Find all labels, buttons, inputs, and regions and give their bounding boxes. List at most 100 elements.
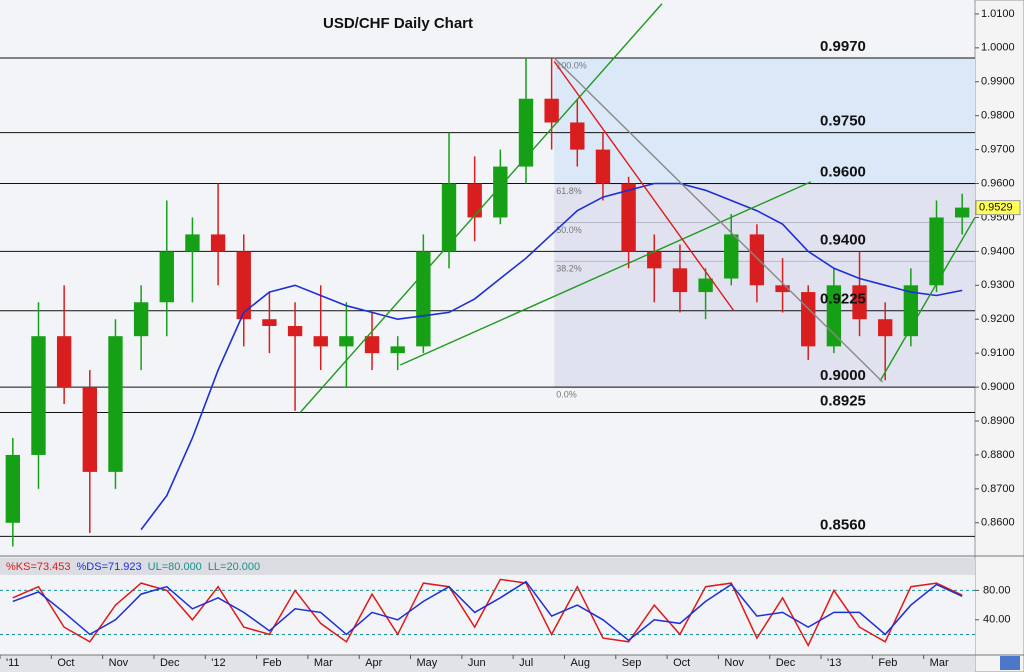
y-tick-label: 0.9400 [981,245,1015,257]
level-label: 0.9750 [820,113,866,130]
candle-body [159,251,174,303]
candle-body [185,234,200,252]
candle-body [518,98,534,167]
trendline [553,57,884,383]
x-tick-label: Feb [878,657,897,669]
x-tick-label: '12 [211,657,225,669]
corner-icon [1000,656,1020,670]
candle-body [570,122,585,150]
y-tick-label: 0.9200 [981,313,1015,325]
candle-body [775,285,790,293]
osc-legend: UL=80.000 [148,561,202,573]
moving-average [140,182,963,531]
y-tick-label: 0.8600 [981,517,1015,529]
y-tick-label: 0.9100 [981,347,1015,359]
x-tick-label: Oct [57,657,74,669]
fib-label: 0.0% [556,389,577,399]
candle-body [339,336,354,347]
candle-body [210,234,226,252]
x-tick-label: Aug [570,657,590,669]
level-label: 0.8560 [820,516,866,533]
x-tick-label: May [417,657,438,669]
x-tick-label: Nov [109,657,129,669]
x-tick-label: Nov [724,657,744,669]
fib-label: 38.2% [556,264,582,274]
x-tick-label: Apr [365,657,382,669]
candle-body [313,336,328,347]
level-label: 0.8925 [820,392,866,409]
osc-legend: %KS=73.453 [6,561,71,573]
candle-body [108,336,123,472]
last-price-label: 0.9529 [979,202,1013,214]
x-tick-label: Mar [314,657,333,669]
y-tick-label: 0.9300 [981,279,1015,291]
candle-body [493,166,508,218]
candle-body [82,387,97,472]
x-tick-label: '11 [6,657,20,669]
last-price-box [975,200,1021,216]
candle-body [621,183,636,252]
chart-title: USD/CHF Daily Chart [323,15,473,32]
candle-body [441,183,457,252]
x-tick-label: Feb [263,657,282,669]
candle-body [56,336,72,388]
candle-body [698,278,713,293]
candle-body [595,149,611,184]
y-tick-label: 0.8900 [981,415,1015,427]
candle-body [287,326,303,337]
candle-body [954,207,970,218]
candle-body [749,234,765,286]
y-tick-label: 0.9600 [981,177,1015,189]
x-tick-label: Oct [673,657,690,669]
candle-body [544,98,559,123]
level-label: 0.9400 [820,231,866,248]
candle-body [262,319,277,327]
candle-body [903,285,919,337]
oscillator-header [0,558,975,575]
osc-line [12,578,963,648]
level-label: 0.9970 [820,38,866,55]
candle-body [801,292,816,347]
osc-tick-label: 40.00 [983,614,1011,626]
candle-body [852,285,867,320]
level-label: 0.9600 [820,163,866,180]
trendline [879,217,976,382]
trendline [553,60,735,312]
osc-tick-label: 80.00 [983,584,1011,596]
candle-body [878,319,893,337]
y-tick-label: 0.8800 [981,449,1015,461]
x-tick-label: Mar [930,657,949,669]
fib-label: 61.8% [556,186,582,196]
candle-body [31,336,46,455]
candle-body [672,268,688,293]
level-label: 0.9000 [820,367,866,384]
candle-body [5,454,21,523]
candle-body [133,302,149,337]
y-tick-label: 0.9900 [981,76,1015,88]
y-tick-label: 1.0100 [981,8,1015,20]
x-tick-label: '13 [827,657,841,669]
y-tick-label: 0.9700 [981,144,1015,156]
x-tick-label: Dec [776,657,796,669]
x-tick-label: Dec [160,657,180,669]
candle-body [724,234,739,279]
candle-body [647,251,662,269]
osc-legend: LL=20.000 [208,561,260,573]
x-tick-label: Sep [622,657,642,669]
y-tick-label: 0.9800 [981,110,1015,122]
candle-body [467,183,482,218]
fib-label: 100.0% [556,60,587,70]
candle-body [929,217,944,286]
x-axis [0,655,975,672]
fib-zone-upper [554,58,975,184]
osc-legend: %DS=71.923 [77,561,142,573]
trendline [299,3,663,413]
fib-label: 50.0% [556,225,582,235]
candle-body [416,251,431,347]
candle-body [364,336,380,354]
candle-body [236,251,251,320]
y-tick-label: 0.8700 [981,483,1015,495]
level-label: 0.9225 [820,291,866,308]
y-tick-label: 1.0000 [981,42,1015,54]
y-tick-label: 0.9000 [981,381,1015,393]
